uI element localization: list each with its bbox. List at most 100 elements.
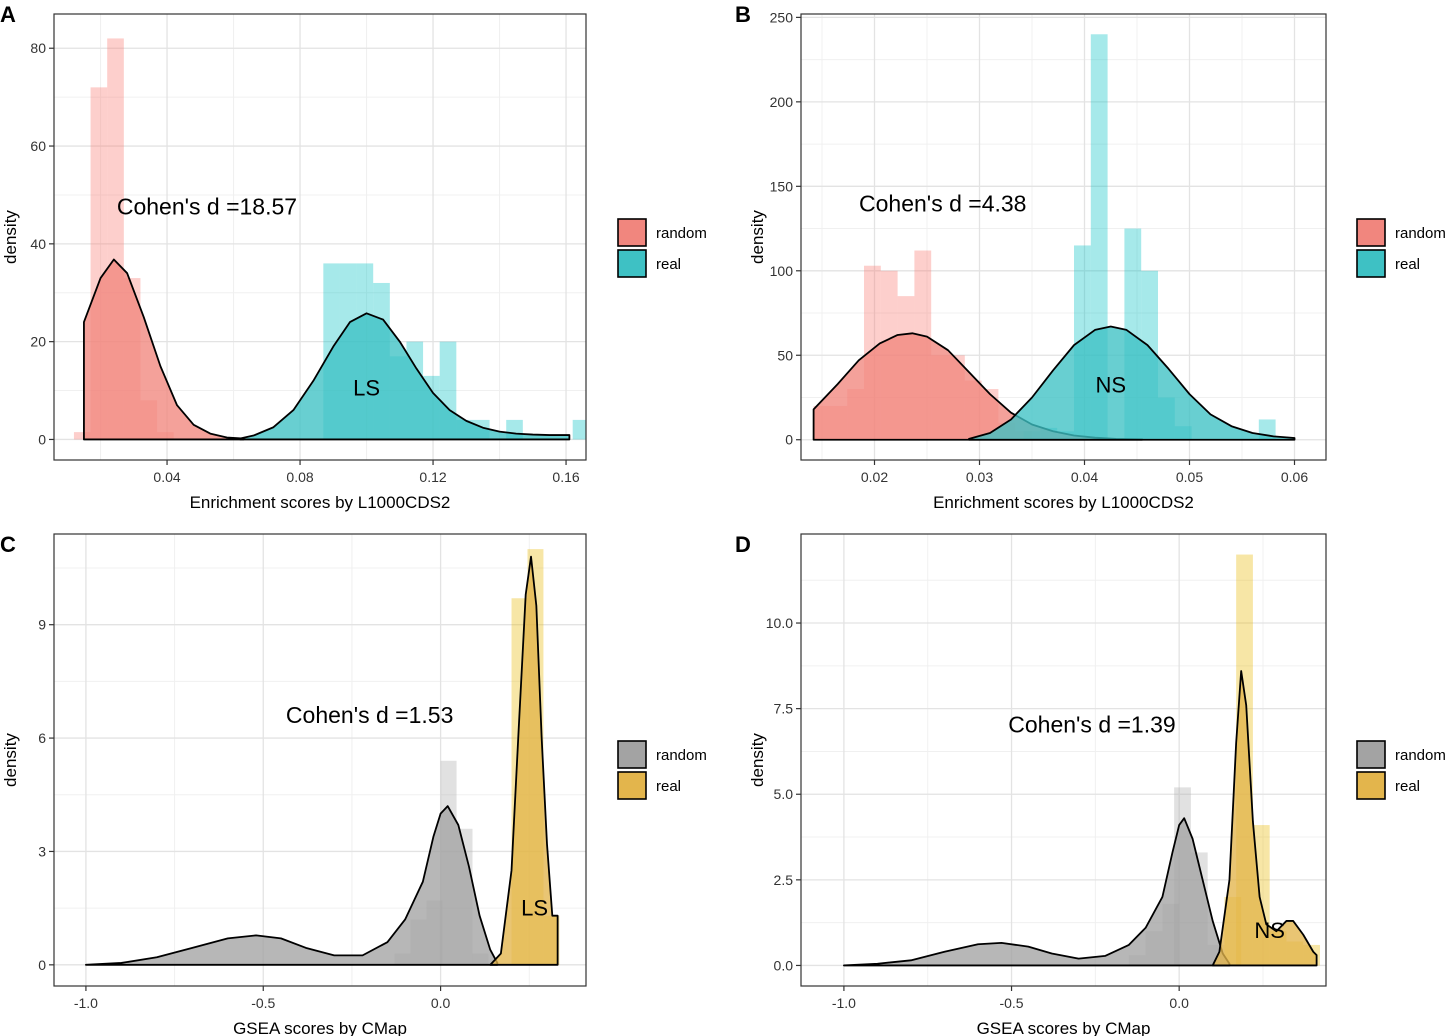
y-tick-label: 200 bbox=[770, 94, 794, 110]
legend: random real bbox=[1356, 740, 1446, 800]
y-tick-label: 20 bbox=[30, 334, 46, 350]
density-curve-real bbox=[239, 312, 571, 441]
panel-c: -1.0 -0.5 0.0 GSEA scores by CMap 0 3 6 9 densit… bbox=[0, 532, 707, 1036]
legend-label-random: random bbox=[1395, 225, 1446, 242]
legend-label-random: random bbox=[1395, 747, 1446, 764]
panel-b: 0.02 0.03 0.04 0.05 0.06 Enrichment scores by… bbox=[735, 2, 1446, 512]
x-tick-label: 0.16 bbox=[552, 469, 579, 485]
legend-key-real bbox=[617, 249, 647, 278]
cohens-d-annotation: Cohen's d =18.57 bbox=[117, 194, 297, 220]
plot-data bbox=[73, 38, 586, 441]
y-tick-label: 0.0 bbox=[774, 957, 794, 973]
plot-border bbox=[800, 13, 1327, 461]
legend-key-random bbox=[1356, 740, 1386, 769]
x-tick-label: -1.0 bbox=[832, 995, 856, 1011]
legend-key-real bbox=[617, 771, 647, 800]
y-axis: 0 20 40 60 80 density bbox=[1, 40, 54, 447]
curve-label: LS bbox=[353, 375, 380, 400]
legend-label-real: real bbox=[656, 256, 681, 273]
density-curve-real bbox=[968, 325, 1296, 441]
y-axis: 0 3 6 9 density bbox=[1, 617, 54, 973]
legend-key-random bbox=[617, 740, 647, 769]
y-tick-label: 0 bbox=[785, 432, 793, 448]
panel-d: -1.0 -0.5 0.0 GSEA scores by CMap 0.0 2.5 5.0 7… bbox=[735, 532, 1446, 1036]
y-tick-label: 10.0 bbox=[766, 615, 793, 631]
legend-label-random: random bbox=[656, 225, 707, 242]
panel-letter: C bbox=[0, 532, 16, 557]
plot-border bbox=[53, 533, 587, 987]
y-axis-title: density bbox=[1, 733, 20, 787]
x-axis-title: GSEA scores by CMap bbox=[977, 1019, 1151, 1036]
x-tick-label: 0.03 bbox=[966, 469, 993, 485]
plot-data bbox=[812, 34, 1296, 441]
legend-key-real bbox=[1356, 771, 1386, 800]
y-tick-label: 50 bbox=[777, 347, 793, 363]
plot-background bbox=[54, 534, 586, 986]
y-tick-label: 0 bbox=[38, 957, 46, 973]
legend-label-real: real bbox=[1395, 256, 1420, 273]
legend: random real bbox=[1356, 218, 1446, 278]
plot-border bbox=[800, 533, 1327, 987]
y-tick-label: 7.5 bbox=[774, 701, 794, 717]
gridlines bbox=[54, 14, 586, 460]
y-axis-title: density bbox=[748, 733, 767, 787]
plot-border bbox=[53, 13, 587, 461]
y-tick-label: 0 bbox=[38, 431, 46, 447]
density-curve-real bbox=[1211, 670, 1318, 967]
x-axis: -1.0 -0.5 0.0 GSEA scores by CMap bbox=[832, 986, 1189, 1036]
legend-label-real: real bbox=[1395, 778, 1420, 795]
density-curve-random bbox=[843, 817, 1231, 967]
panel-letter: D bbox=[735, 532, 751, 557]
histogram-bar-random bbox=[73, 432, 91, 440]
histogram-bar-real bbox=[572, 419, 586, 440]
y-tick-label: 9 bbox=[38, 617, 46, 633]
y-tick-label: 60 bbox=[30, 138, 46, 154]
x-axis: -1.0 -0.5 0.0 GSEA scores by CMap bbox=[74, 986, 451, 1036]
panel-a: 0.04 0.08 0.12 0.16 Enrichment scores by L10… bbox=[0, 2, 707, 512]
density-curve-real bbox=[489, 555, 559, 966]
y-axis-title: density bbox=[1, 210, 20, 264]
density-curve-random bbox=[85, 805, 499, 966]
y-tick-label: 40 bbox=[30, 236, 46, 252]
legend-label-real: real bbox=[656, 778, 681, 795]
plot-data bbox=[843, 554, 1320, 967]
x-tick-label: 0.06 bbox=[1281, 469, 1308, 485]
panel-letter: A bbox=[0, 2, 16, 27]
y-tick-label: 150 bbox=[770, 178, 794, 194]
x-tick-label: 0.04 bbox=[153, 469, 180, 485]
panel-letter: B bbox=[735, 2, 751, 27]
x-axis: 0.02 0.03 0.04 0.05 0.06 Enrichment scores by… bbox=[861, 460, 1308, 512]
x-axis-title: Enrichment scores by L1000CDS2 bbox=[933, 493, 1194, 512]
y-tick-label: 80 bbox=[30, 40, 46, 56]
y-axis: 0 50 100 150 200 250 density bbox=[748, 9, 801, 448]
legend-key-random bbox=[617, 218, 647, 247]
legend-key-real bbox=[1356, 249, 1386, 278]
legend: random real bbox=[617, 740, 707, 800]
x-tick-label: -1.0 bbox=[74, 995, 98, 1011]
plot-data bbox=[85, 549, 560, 966]
legend-key-random bbox=[1356, 218, 1386, 247]
legend-label-random: random bbox=[656, 747, 707, 764]
y-tick-label: 5.0 bbox=[774, 786, 794, 802]
curve-label: NS bbox=[1254, 918, 1285, 943]
curve-label: NS bbox=[1095, 372, 1126, 397]
y-tick-label: 6 bbox=[38, 730, 46, 746]
legend: random real bbox=[617, 218, 707, 278]
x-axis: 0.04 0.08 0.12 0.16 Enrichment scores by L10… bbox=[153, 460, 580, 512]
curve-label: LS bbox=[521, 896, 548, 921]
x-axis-title: Enrichment scores by L1000CDS2 bbox=[190, 493, 451, 512]
x-axis-title: GSEA scores by CMap bbox=[233, 1019, 407, 1036]
x-tick-label: 0.04 bbox=[1071, 469, 1098, 485]
y-tick-label: 2.5 bbox=[774, 872, 794, 888]
cohens-d-annotation: Cohen's d =1.39 bbox=[1008, 712, 1175, 738]
x-tick-label: 0.12 bbox=[419, 469, 446, 485]
x-tick-label: -0.5 bbox=[999, 995, 1023, 1011]
cohens-d-annotation: Cohen's d =4.38 bbox=[859, 191, 1026, 217]
y-axis: 0.0 2.5 5.0 7.5 10.0 density bbox=[748, 615, 801, 973]
y-tick-label: 100 bbox=[770, 263, 794, 279]
x-tick-label: 0.02 bbox=[861, 469, 888, 485]
cohens-d-annotation: Cohen's d =1.53 bbox=[286, 702, 453, 728]
x-tick-label: 0.05 bbox=[1176, 469, 1203, 485]
y-axis-title: density bbox=[748, 210, 767, 264]
